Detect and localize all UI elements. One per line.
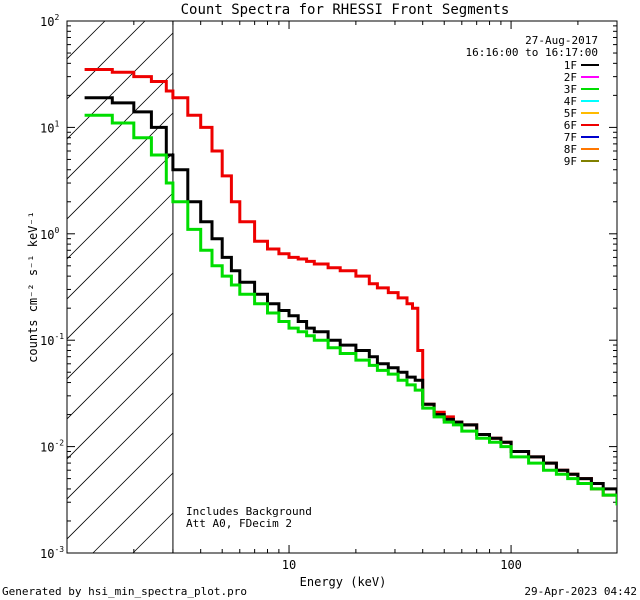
legend-label: 4F (564, 95, 577, 108)
legend-label: 7F (564, 131, 577, 144)
series-1F (84, 96, 617, 503)
legend-label: 8F (564, 143, 577, 156)
axis-ticks (66, 20, 618, 554)
y-tick-base: 10 (40, 441, 54, 455)
y-tick-exponent: 1 (54, 119, 59, 128)
hatch-line (66, 312, 174, 420)
hatch-line (66, 192, 174, 300)
legend-label: 1F (564, 59, 577, 72)
y-tick-base: 10 (40, 15, 54, 29)
y-tick-base: 10 (40, 334, 54, 348)
y-tick-exponent: -1 (54, 332, 64, 341)
legend-label: 3F (564, 83, 577, 96)
time-range-label: 16:16:00 to 16:17:00 (466, 46, 598, 59)
hatch-line (66, 152, 174, 260)
hatched-region (66, 20, 174, 554)
x-tick-labels: 10 100 (282, 558, 522, 572)
hatch-line (66, 432, 174, 540)
hatch-line (66, 20, 106, 60)
hatch-line (66, 20, 146, 100)
y-tick-label: 10-2 (40, 439, 64, 455)
footer-timestamp: 29-Apr-2023 04:42 (524, 585, 637, 598)
plot-frame (66, 20, 618, 554)
annotation-background: Includes Background (186, 505, 312, 518)
y-axis-label-text: counts cm⁻² s⁻¹ keV⁻¹ (26, 211, 40, 363)
x-tick-label: 100 (500, 558, 522, 572)
hatch-line (66, 32, 174, 140)
hatch-line (66, 112, 174, 220)
y-tick-label: 10-3 (40, 545, 64, 561)
hatch-line (132, 512, 174, 554)
y-tick-exponent: 2 (54, 13, 59, 22)
series-6F (84, 68, 617, 503)
y-tick-label: 10-1 (40, 332, 64, 348)
footer-generated: Generated by hsi_min_spectra_plot.pro (2, 585, 247, 598)
y-tick-base: 10 (40, 228, 54, 242)
date-label: 27-Aug-2017 (525, 34, 598, 47)
legend-label: 9F (564, 155, 577, 168)
y-tick-label: 101 (40, 119, 59, 135)
y-tick-exponent: -2 (54, 439, 64, 448)
annotation-attenuator: Att A0, FDecim 2 (186, 517, 292, 530)
y-tick-base: 10 (40, 121, 54, 135)
hatch-line (66, 392, 174, 500)
spectra-series (84, 68, 617, 506)
x-tick-label: 10 (282, 558, 296, 572)
legend-label: 6F (564, 119, 577, 132)
y-tick-base: 10 (40, 547, 54, 561)
hatch-line (92, 472, 174, 554)
y-tick-exponent: 0 (54, 226, 59, 235)
y-tick-exponent: -3 (54, 545, 64, 554)
series-3F (84, 113, 617, 506)
y-tick-label: 100 (40, 226, 59, 242)
x-axis-label: Energy (keV) (300, 575, 387, 589)
y-axis-label: counts cm⁻² s⁻¹ keV⁻¹ (26, 211, 40, 363)
hatch-line (66, 272, 174, 380)
legend-label: 2F (564, 71, 577, 84)
hatch-line (66, 352, 174, 460)
hatch-line (66, 232, 174, 340)
legend-label: 5F (564, 107, 577, 120)
hatch-line (66, 72, 174, 180)
chart-title: Count Spectra for RHESSI Front Segments (181, 2, 510, 18)
y-tick-label: 102 (40, 13, 59, 29)
